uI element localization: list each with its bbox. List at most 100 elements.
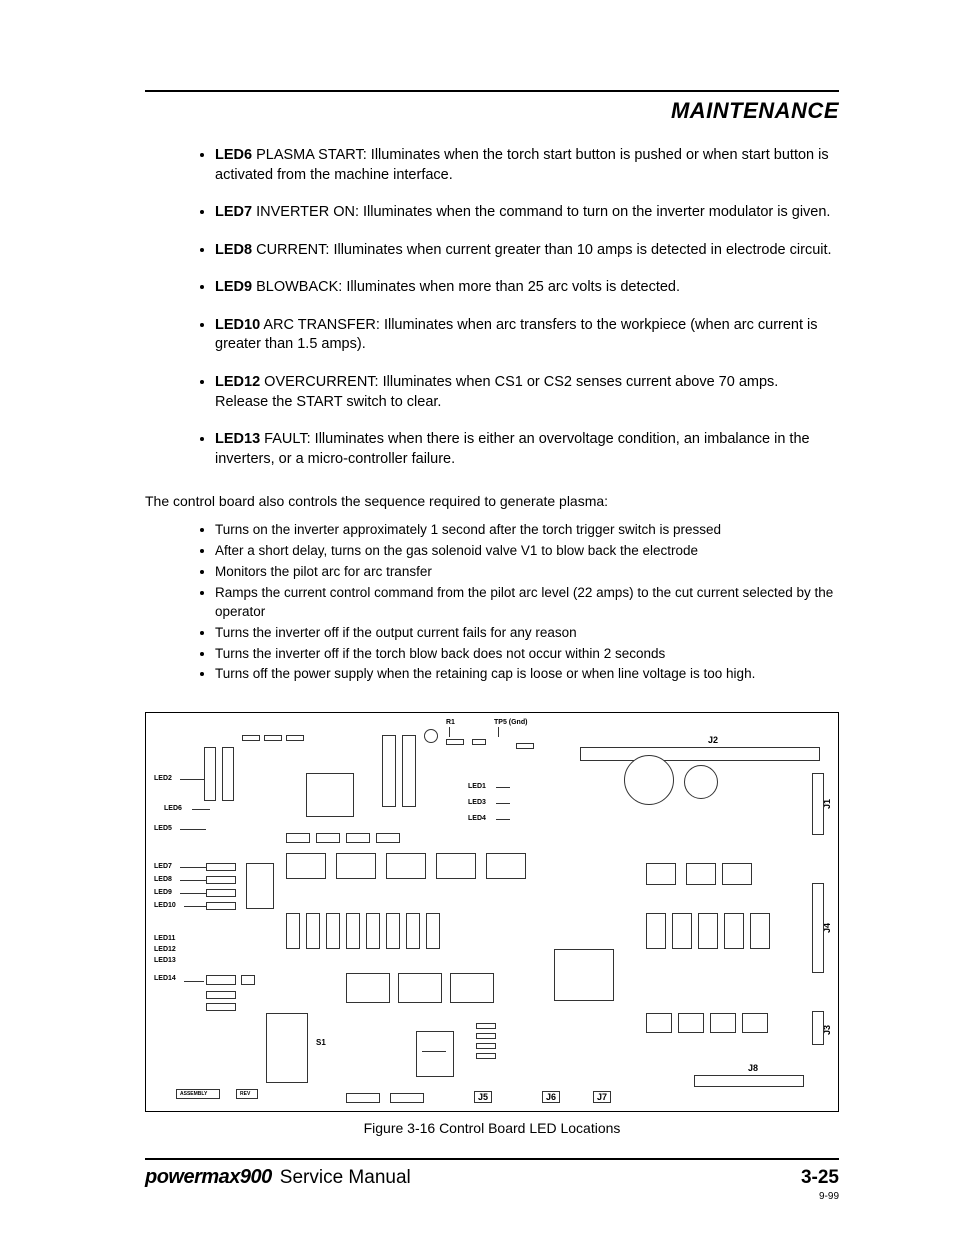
component bbox=[386, 913, 400, 949]
page-footer: powermax900 Service Manual 3-25 9-99 bbox=[145, 1166, 839, 1202]
led-label: LED6 bbox=[164, 805, 182, 812]
leader-line bbox=[192, 809, 210, 810]
component bbox=[204, 747, 216, 801]
connector bbox=[580, 747, 820, 761]
component bbox=[516, 743, 534, 749]
section-title: MAINTENANCE bbox=[145, 98, 839, 124]
led-text: FAULT: Illuminates when there is either … bbox=[215, 431, 810, 467]
list-item: Turns off the power supply when the reta… bbox=[215, 665, 839, 684]
led-label: LED9 bbox=[215, 279, 252, 295]
page-number: 3-25 bbox=[801, 1167, 839, 1189]
led-text: CURRENT: Illuminates when current greate… bbox=[252, 242, 831, 258]
list-item: Monitors the pilot arc for arc transfer bbox=[215, 563, 839, 582]
component bbox=[382, 735, 396, 807]
component bbox=[424, 729, 438, 743]
sequence-list: Turns on the inverter approximately 1 se… bbox=[145, 521, 839, 684]
led-text: PLASMA START: Illuminates when the torch… bbox=[215, 147, 829, 183]
component bbox=[246, 863, 274, 909]
leader-line bbox=[498, 727, 499, 737]
led-label: LED6 bbox=[215, 147, 252, 163]
component bbox=[390, 1093, 424, 1103]
component bbox=[286, 833, 310, 843]
component bbox=[306, 773, 354, 817]
connector bbox=[694, 1075, 804, 1087]
component bbox=[306, 913, 320, 949]
connector bbox=[812, 1011, 824, 1045]
component bbox=[742, 1013, 768, 1033]
led-label: LED11 bbox=[154, 935, 175, 942]
component bbox=[286, 853, 326, 879]
led-label: LED13 bbox=[215, 431, 260, 447]
connector-label: J7 bbox=[593, 1091, 611, 1103]
led-label: LED1 bbox=[468, 783, 486, 790]
component bbox=[646, 1013, 672, 1033]
top-rule bbox=[145, 90, 839, 92]
component bbox=[750, 913, 770, 949]
led-label: LED12 bbox=[215, 374, 260, 390]
led-label: LED9 bbox=[154, 889, 172, 896]
component bbox=[206, 889, 236, 897]
component bbox=[476, 1053, 496, 1059]
list-item: LED13 FAULT: Illuminates when there is e… bbox=[215, 430, 839, 469]
list-item: Turns on the inverter approximately 1 se… bbox=[215, 521, 839, 540]
connector-label: J2 bbox=[708, 735, 718, 745]
arrow-line bbox=[422, 1051, 446, 1052]
component bbox=[376, 833, 400, 843]
leader-line bbox=[184, 906, 206, 907]
list-item: Turns the inverter off if the torch blow… bbox=[215, 645, 839, 664]
component bbox=[646, 913, 666, 949]
bottom-rule bbox=[145, 1158, 839, 1160]
list-item: LED8 CURRENT: Illuminates when current g… bbox=[215, 241, 839, 261]
brand-logo: powermax900 bbox=[145, 1166, 272, 1189]
led-label: LED13 bbox=[154, 957, 176, 964]
list-item: LED6 PLASMA START: Illuminates when the … bbox=[215, 146, 839, 185]
component bbox=[710, 1013, 736, 1033]
component bbox=[678, 1013, 704, 1033]
led-label: LED10 bbox=[154, 902, 176, 909]
component bbox=[346, 913, 360, 949]
component bbox=[242, 735, 260, 741]
leader-line bbox=[180, 893, 206, 894]
doc-title: Service Manual bbox=[280, 1167, 411, 1189]
list-item: LED7 INVERTER ON: Illuminates when the c… bbox=[215, 203, 839, 223]
component bbox=[624, 755, 674, 805]
component bbox=[698, 913, 718, 949]
led-label: LED2 bbox=[154, 775, 172, 782]
led-label: LED10 bbox=[215, 317, 260, 333]
component bbox=[450, 973, 494, 1003]
component bbox=[686, 863, 716, 885]
component bbox=[206, 1003, 236, 1011]
leader-line bbox=[180, 829, 206, 830]
component bbox=[402, 735, 416, 807]
figure-caption: Figure 3-16 Control Board LED Locations bbox=[145, 1120, 839, 1136]
leader-line bbox=[184, 981, 204, 982]
component bbox=[672, 913, 692, 949]
led-label: LED4 bbox=[468, 815, 486, 822]
sequence-intro: The control board also controls the sequ… bbox=[145, 493, 839, 509]
component bbox=[264, 735, 282, 741]
component bbox=[398, 973, 442, 1003]
footer-date: 9-99 bbox=[801, 1191, 839, 1202]
ref-label: R1 bbox=[446, 719, 455, 726]
component bbox=[476, 1023, 496, 1029]
led-descriptions-list: LED6 PLASMA START: Illuminates when the … bbox=[145, 146, 839, 469]
led-label: LED14 bbox=[154, 975, 176, 982]
ref-label: TP5 (Gnd) bbox=[494, 719, 527, 726]
figure: R1 TP5 (Gnd) J2 J1 J4 J3 J8 J5 J6 J7 bbox=[145, 712, 839, 1136]
led-label: LED3 bbox=[468, 799, 486, 806]
footer-right: 3-25 9-99 bbox=[801, 1167, 839, 1202]
led-label: LED5 bbox=[154, 825, 172, 832]
led-label: LED7 bbox=[154, 863, 172, 870]
component bbox=[206, 991, 236, 999]
component bbox=[486, 853, 526, 879]
component bbox=[206, 876, 236, 884]
leader-line bbox=[180, 779, 206, 780]
led-label: LED8 bbox=[215, 242, 252, 258]
component bbox=[366, 913, 380, 949]
component bbox=[286, 735, 304, 741]
component bbox=[472, 739, 486, 745]
component bbox=[326, 913, 340, 949]
component bbox=[386, 853, 426, 879]
led-label: LED8 bbox=[154, 876, 172, 883]
pcb-diagram: R1 TP5 (Gnd) J2 J1 J4 J3 J8 J5 J6 J7 bbox=[145, 712, 839, 1112]
